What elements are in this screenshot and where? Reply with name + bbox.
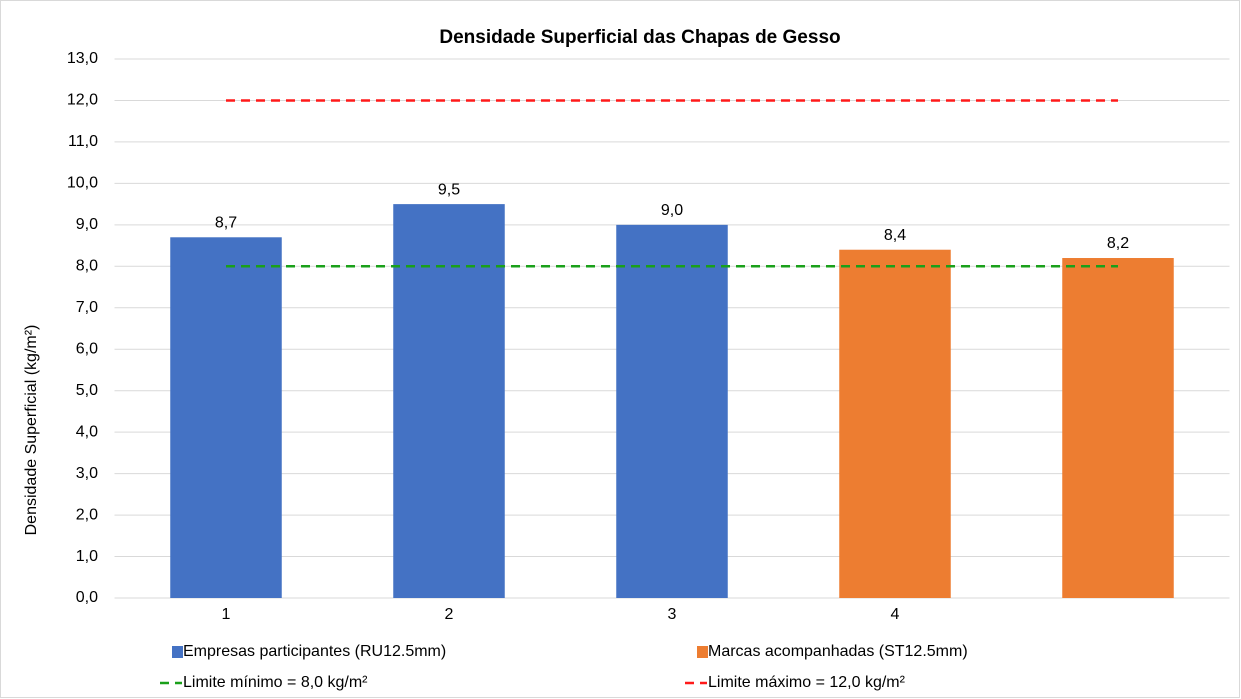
bar (170, 237, 282, 599)
legend-label: Limite máximo = 12,0 kg/m² (708, 674, 906, 691)
chart-title: Densidade Superficial das Chapas de Gess… (439, 27, 840, 48)
y-tick-label: 12,0 (67, 92, 98, 109)
legend-swatch (697, 646, 708, 658)
data-label: 9,5 (438, 181, 460, 198)
bar (616, 224, 728, 598)
legend-label: Empresas participantes (RU12.5mm) (183, 643, 446, 660)
bar (1062, 258, 1174, 598)
y-tick-label: 13,0 (67, 50, 98, 67)
data-label: 9,0 (661, 202, 683, 219)
x-tick-label: 1 (222, 606, 231, 623)
legend-label: Marcas acompanhadas (ST12.5mm) (708, 643, 968, 660)
y-tick-label: 3,0 (76, 465, 98, 482)
x-tick-label: 2 (445, 606, 454, 623)
y-tick-label: 10,0 (67, 175, 98, 192)
y-tick-label: 0,0 (76, 589, 98, 606)
data-label: 8,4 (884, 227, 906, 244)
y-tick-label: 2,0 (76, 506, 98, 523)
y-tick-label: 11,0 (68, 133, 98, 150)
y-tick-label: 1,0 (76, 548, 98, 565)
y-tick-label: 4,0 (76, 423, 98, 440)
data-label: 8,7 (215, 215, 237, 232)
bar (393, 204, 505, 598)
x-tick-label: 3 (668, 606, 677, 623)
bar (839, 249, 951, 598)
x-tick-label: 4 (891, 606, 900, 623)
y-tick-label: 9,0 (76, 216, 98, 233)
y-tick-label: 8,0 (76, 258, 98, 275)
y-tick-label: 5,0 (76, 382, 98, 399)
data-label: 8,2 (1107, 235, 1129, 252)
legend-label: Limite mínimo = 8,0 kg/m² (183, 674, 368, 691)
y-axis-title: Densidade Superficial (kg/m²) (23, 325, 40, 536)
y-tick-label: 6,0 (76, 340, 98, 357)
y-tick-label: 7,0 (76, 299, 98, 316)
legend-swatch (172, 646, 183, 658)
